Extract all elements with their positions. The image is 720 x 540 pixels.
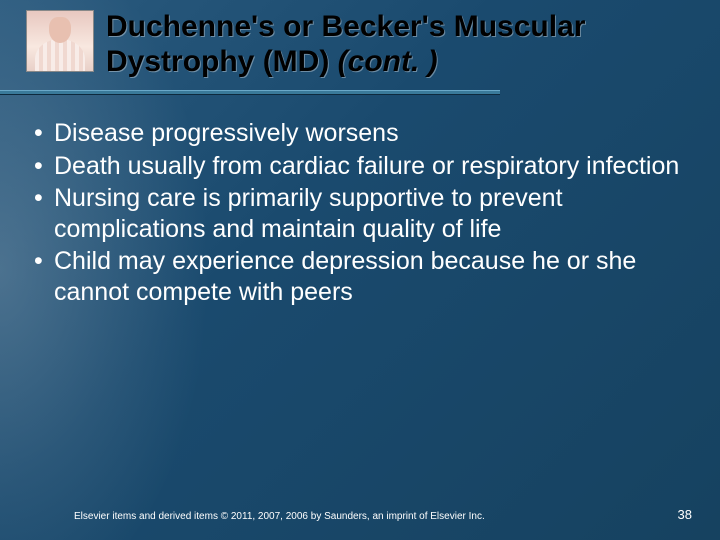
list-item: Death usually from cardiac failure or re…	[30, 151, 694, 182]
bullet-text: Child may experience depression because …	[54, 247, 636, 306]
header-underline	[0, 90, 500, 95]
list-item: Disease progressively worsens	[30, 118, 694, 149]
bullet-text: Disease progressively worsens	[54, 119, 399, 147]
copyright-text: Elsevier items and derived items © 2011,…	[74, 511, 485, 522]
bullet-list: Disease progressively worsens Death usua…	[30, 118, 694, 307]
slide-header: Duchenne's or Becker's Muscular Dystroph…	[26, 10, 700, 79]
bullet-text: Nursing care is primarily supportive to …	[54, 184, 563, 243]
title-cont: (cont. )	[338, 45, 438, 78]
slide-title: Duchenne's or Becker's Muscular Dystroph…	[106, 10, 585, 79]
title-line-2a: Dystrophy (MD)	[106, 45, 338, 78]
list-item: Child may experience depression because …	[30, 246, 694, 307]
bullet-text: Death usually from cardiac failure or re…	[54, 152, 679, 180]
page-number: 38	[678, 507, 692, 522]
slide-body: Disease progressively worsens Death usua…	[30, 118, 694, 309]
slide-footer: Elsevier items and derived items © 2011,…	[74, 507, 700, 522]
header-thumbnail-image	[26, 10, 94, 72]
list-item: Nursing care is primarily supportive to …	[30, 183, 694, 244]
title-line-1: Duchenne's or Becker's Muscular	[106, 10, 585, 43]
